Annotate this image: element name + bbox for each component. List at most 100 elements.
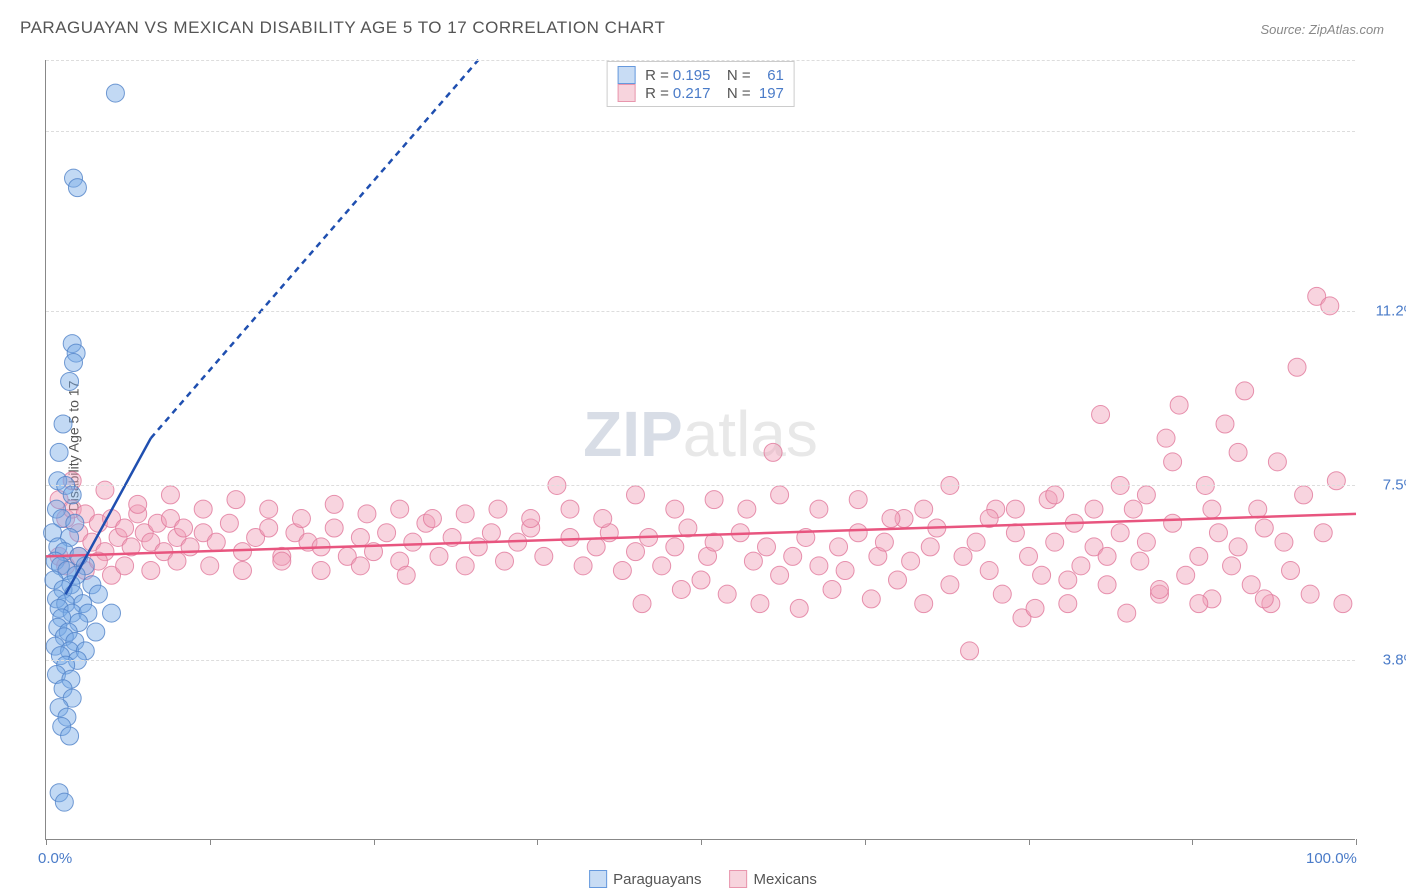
scatter-point <box>116 557 134 575</box>
scatter-point <box>1334 595 1352 613</box>
scatter-point <box>613 562 631 580</box>
x-tick <box>374 839 375 845</box>
scatter-point <box>967 533 985 551</box>
scatter-point <box>63 486 81 504</box>
legend-n-prefix: N = <box>714 67 763 84</box>
scatter-point <box>587 538 605 556</box>
scatter-point <box>915 595 933 613</box>
scatter-point <box>1026 599 1044 617</box>
scatter-point <box>103 604 121 622</box>
scatter-point <box>207 533 225 551</box>
legend-item-mexicans: Mexicans <box>730 870 817 888</box>
scatter-point <box>292 510 310 528</box>
scatter-point <box>87 623 105 641</box>
scatter-point <box>961 642 979 660</box>
scatter-point <box>1092 406 1110 424</box>
scatter-point <box>1124 500 1142 518</box>
scatter-point <box>378 524 396 542</box>
scatter-point <box>96 481 114 499</box>
gridline <box>46 660 1355 661</box>
scatter-point <box>902 552 920 570</box>
scatter-point <box>89 585 107 603</box>
scatter-point <box>234 543 252 561</box>
x-tick <box>210 839 211 845</box>
scatter-point <box>666 538 684 556</box>
scatter-point <box>1085 500 1103 518</box>
legend-r-value: 0.217 <box>673 85 711 102</box>
scatter-point <box>522 510 540 528</box>
scatter-point <box>1137 486 1155 504</box>
gridline <box>46 485 1355 486</box>
x-tick <box>1192 839 1193 845</box>
trend-line <box>151 60 479 438</box>
x-tick <box>1029 839 1030 845</box>
gridline <box>46 311 1355 312</box>
scatter-point <box>830 538 848 556</box>
legend-swatch-blue <box>589 870 607 888</box>
scatter-point <box>1190 595 1208 613</box>
scatter-point <box>1098 576 1116 594</box>
scatter-point <box>1295 486 1313 504</box>
scatter-point <box>1033 566 1051 584</box>
scatter-point <box>672 580 690 598</box>
scatter-point <box>1006 500 1024 518</box>
scatter-point <box>129 495 147 513</box>
legend-label: Mexicans <box>754 871 817 888</box>
scatter-point <box>627 486 645 504</box>
legend-swatch-blue <box>617 66 635 84</box>
legend-swatch-pink <box>730 870 748 888</box>
scatter-point <box>391 500 409 518</box>
scatter-point <box>1203 500 1221 518</box>
scatter-point <box>941 576 959 594</box>
scatter-point <box>810 500 828 518</box>
legend-statistics: R = 0.195 N = 61 R = 0.217 N = 197 <box>606 61 795 107</box>
scatter-point <box>397 566 415 584</box>
scatter-point <box>1151 580 1169 598</box>
scatter-point <box>168 552 186 570</box>
legend-series: Paraguayans Mexicans <box>589 870 817 888</box>
x-tick-label: 100.0% <box>1306 850 1357 867</box>
scatter-point <box>482 524 500 542</box>
scatter-point <box>1098 547 1116 565</box>
y-tick-label: 11.2% <box>1376 302 1406 319</box>
scatter-point <box>201 557 219 575</box>
scatter-point <box>1118 604 1136 622</box>
scatter-point <box>1321 297 1339 315</box>
legend-swatch-pink <box>617 84 635 102</box>
plot-svg <box>46 60 1355 839</box>
scatter-point <box>1282 562 1300 580</box>
scatter-point <box>1229 538 1247 556</box>
scatter-point <box>116 519 134 537</box>
scatter-point <box>496 552 514 570</box>
scatter-point <box>1268 453 1286 471</box>
scatter-point <box>849 491 867 509</box>
chart-title: PARAGUAYAN VS MEXICAN DISABILITY AGE 5 T… <box>20 18 665 38</box>
scatter-point <box>993 585 1011 603</box>
scatter-point <box>106 84 124 102</box>
scatter-point <box>1131 552 1149 570</box>
scatter-point <box>55 793 73 811</box>
scatter-point <box>1236 382 1254 400</box>
legend-n-prefix: N = <box>714 85 754 102</box>
x-tick <box>537 839 538 845</box>
legend-item-paraguayans: Paraguayans <box>589 870 701 888</box>
legend-r-prefix: R = <box>645 85 669 102</box>
scatter-point <box>1170 396 1188 414</box>
scatter-point <box>823 580 841 598</box>
x-tick <box>46 839 47 845</box>
y-tick-label: 7.5% <box>1383 477 1406 494</box>
scatter-point <box>535 547 553 565</box>
scatter-point <box>65 354 83 372</box>
scatter-point <box>1059 595 1077 613</box>
scatter-point <box>325 519 343 537</box>
scatter-point <box>1046 486 1064 504</box>
plot-area: ZIPatlas R = 0.195 N = 61 R = 0.217 N = … <box>45 60 1355 840</box>
scatter-point <box>456 505 474 523</box>
scatter-point <box>1072 557 1090 575</box>
scatter-point <box>142 562 160 580</box>
scatter-point <box>594 510 612 528</box>
scatter-point <box>1255 519 1273 537</box>
scatter-point <box>273 552 291 570</box>
scatter-point <box>312 562 330 580</box>
legend-n-value: 197 <box>759 85 784 102</box>
